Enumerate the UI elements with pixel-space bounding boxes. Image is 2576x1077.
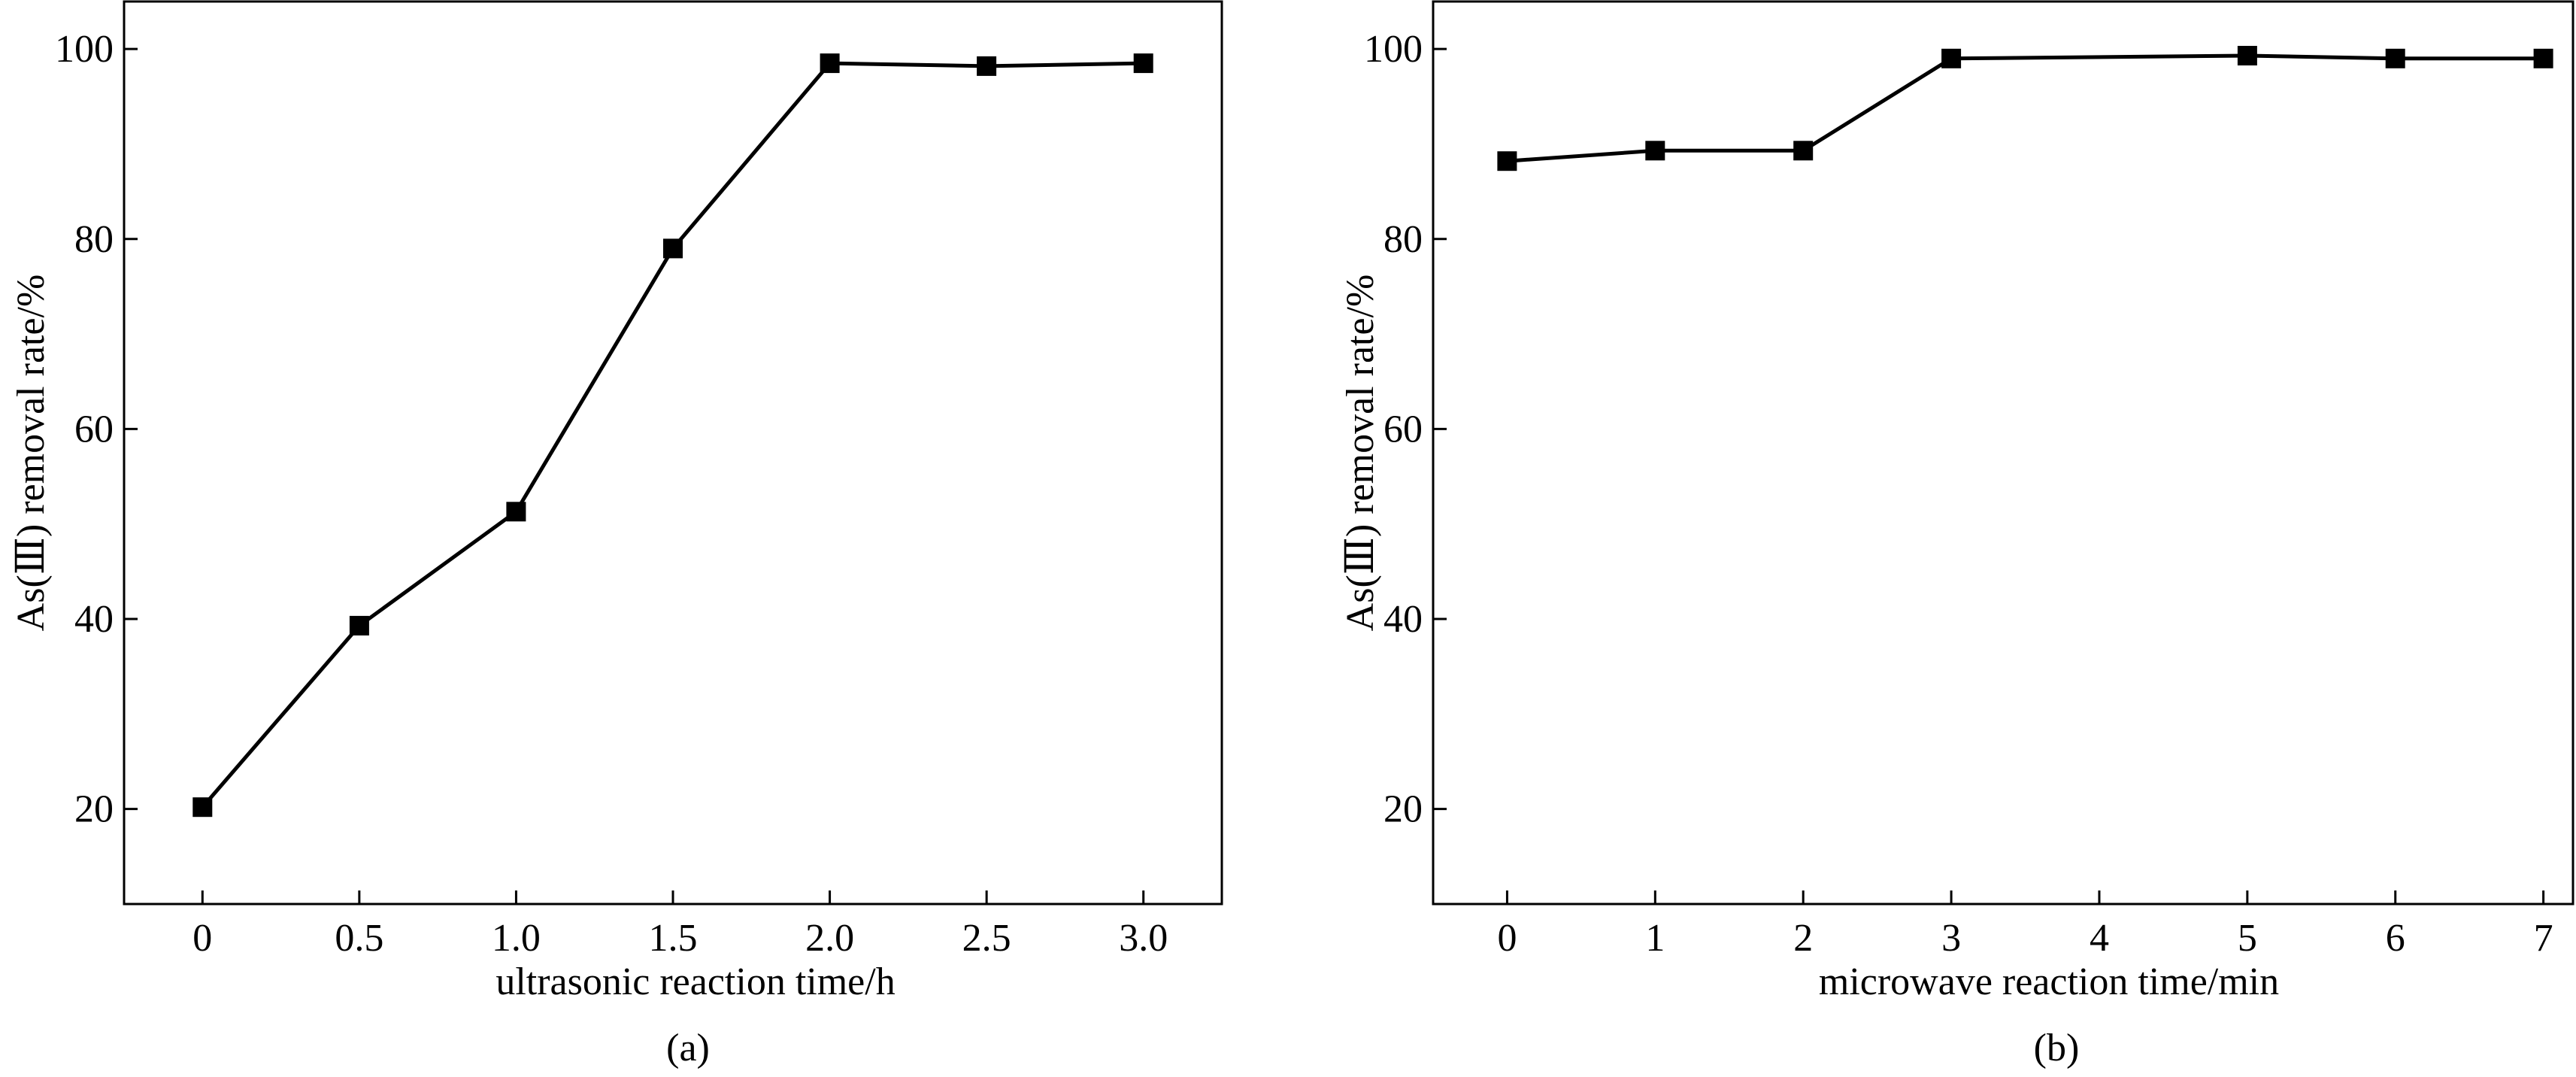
panel-b-series: [1497, 46, 2553, 171]
panel-a-x-tick-label-2: 1.0: [492, 917, 541, 960]
panel-a-series-0-point-4: [820, 53, 840, 74]
panel-b-x-tick-label-3: 3: [1941, 917, 1961, 960]
panel-b-label: (b): [2034, 1027, 2080, 1069]
panel-b-x-tick-label-0: 0: [1497, 917, 1517, 960]
panel-b-x-axis-label: microwave reaction time/min: [1819, 960, 2279, 1003]
panel-b: 20 40 60 80 100 0 1 2 3 4 5 6 7 microwave reaction …: [1339, 0, 2574, 1069]
panel-b-y-axis-label: As(Ⅲ) removal rate/%: [1339, 275, 1382, 632]
panel-b-x-ticks: 0 1 2 3 4 5 6 7: [1497, 890, 2553, 960]
panel-b-y-tick-label-3: 80: [1383, 218, 1423, 261]
panel-a-x-tick-label-3: 1.5: [649, 917, 698, 960]
panel-a-x-ticks: 0 0.5 1.0 1.5 2.0 2.5 3.0: [192, 890, 1168, 960]
panel-b-y-tick-label-1: 40: [1383, 598, 1423, 641]
panel-a-y-tick-label-3: 80: [74, 218, 114, 261]
panel-a-series-0-line: [201, 61, 1144, 809]
panel-a-x-tick-label-6: 3.0: [1119, 917, 1168, 960]
panel-b-series-0-point-1: [1645, 141, 1665, 161]
panel-a-y-ticks: 20 40 60 80 100: [55, 28, 138, 831]
panel-a-series-0-point-2: [506, 502, 526, 522]
panel-a-x-axis-label: ultrasonic reaction time/h: [496, 960, 895, 1003]
panel-a-plot-frame: [123, 0, 1223, 906]
panel-b-plot-frame: [1432, 0, 2574, 906]
panel-a-y-tick-label-2: 60: [74, 408, 114, 451]
panel-b-x-tick-label-6: 6: [2386, 917, 2405, 960]
panel-a-y-tick-label-0: 20: [74, 788, 114, 831]
panel-b-x-tick-label-5: 5: [2238, 917, 2257, 960]
panel-b-series-0-point-5: [2385, 48, 2405, 68]
panel-a-series-0-point-0: [192, 797, 213, 818]
panel-b-y-tick-label-0: 20: [1383, 788, 1423, 831]
panel-a-series-0-point-3: [663, 238, 683, 259]
panel-a-x-tick-label-5: 2.5: [962, 917, 1011, 960]
panel-a-series-0-point-5: [977, 56, 997, 76]
panel-a-y-tick-label-4: 100: [55, 28, 114, 71]
panel-a-x-tick-label-1: 0.5: [335, 917, 383, 960]
panel-b-y-tick-label-4: 100: [1364, 28, 1423, 71]
panel-a-x-tick-label-4: 2.0: [805, 917, 854, 960]
panel-b-x-tick-label-2: 2: [1793, 917, 1813, 960]
panel-a-label: (a): [666, 1027, 710, 1069]
panel-a-series-0-point-1: [349, 615, 369, 636]
panel-a-y-axis-label: As(Ⅲ) removal rate/%: [10, 275, 53, 632]
panel-b-series-0-point-3: [1941, 48, 1962, 68]
panel-a-y-tick-label-1: 40: [74, 598, 114, 641]
panel-a-series: [192, 53, 1153, 818]
panel-b-x-tick-label-4: 4: [2090, 917, 2109, 960]
panel-b-y-ticks: 20 40 60 80 100: [1364, 28, 1447, 831]
panel-b-y-tick-label-2: 60: [1383, 408, 1423, 451]
panel-a: 20 40 60 80 100 0 0.5 1.0 1.5 2.0 2.5 3.0 ultrason…: [10, 0, 1223, 1069]
panel-b-series-0-point-2: [1793, 141, 1814, 161]
panel-b-x-tick-label-7: 7: [2534, 917, 2553, 960]
panel-a-x-tick-label-0: 0: [192, 917, 212, 960]
panel-b-series-0-point-4: [2237, 46, 2257, 65]
panel-b-series-0-point-6: [2533, 48, 2553, 68]
panel-a-series-0-point-6: [1133, 53, 1153, 74]
panel-b-x-tick-label-1: 1: [1645, 917, 1665, 960]
panel-b-series-0-point-0: [1497, 151, 1517, 171]
